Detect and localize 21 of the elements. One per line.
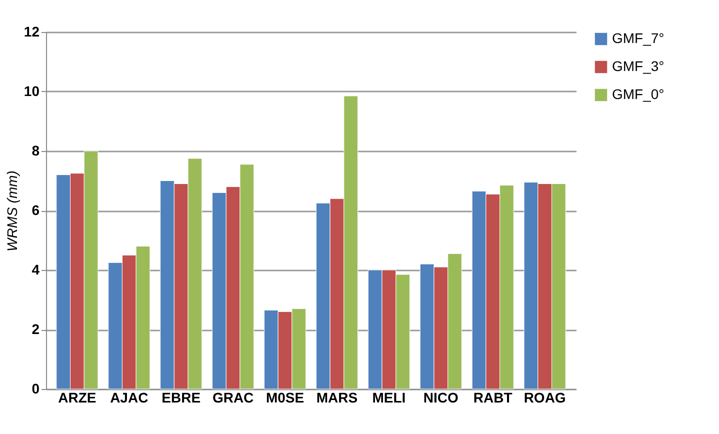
- legend-label: GMF_3°: [612, 58, 664, 74]
- y-axis-title: WRMS (mm): [4, 170, 20, 252]
- x-tick-label: NICO: [423, 390, 459, 406]
- x-tick-label: ROAG: [524, 390, 566, 406]
- legend-label: GMF_7°: [612, 30, 664, 46]
- x-tick-label: MELI: [372, 390, 406, 406]
- x-tick-label: ARZE: [58, 390, 96, 406]
- x-tick-label: RABT: [473, 390, 513, 406]
- x-tick-label: AJAC: [110, 390, 148, 406]
- y-tick-label: 2: [32, 321, 40, 337]
- y-tick-label: 10: [24, 83, 40, 99]
- y-tick-label: 8: [32, 142, 40, 158]
- y-tick-label: 0: [32, 380, 40, 396]
- y-tick-label: 4: [32, 262, 40, 278]
- x-tick-label: GRAC: [212, 390, 254, 406]
- y-tick-label: 6: [32, 202, 40, 218]
- x-tick-label: EBRE: [162, 390, 201, 406]
- x-tick-label: M0SE: [266, 390, 304, 406]
- legend-label: GMF_0°: [612, 86, 664, 102]
- x-tick-label: MARS: [316, 390, 358, 406]
- y-tick-label: 12: [24, 24, 40, 40]
